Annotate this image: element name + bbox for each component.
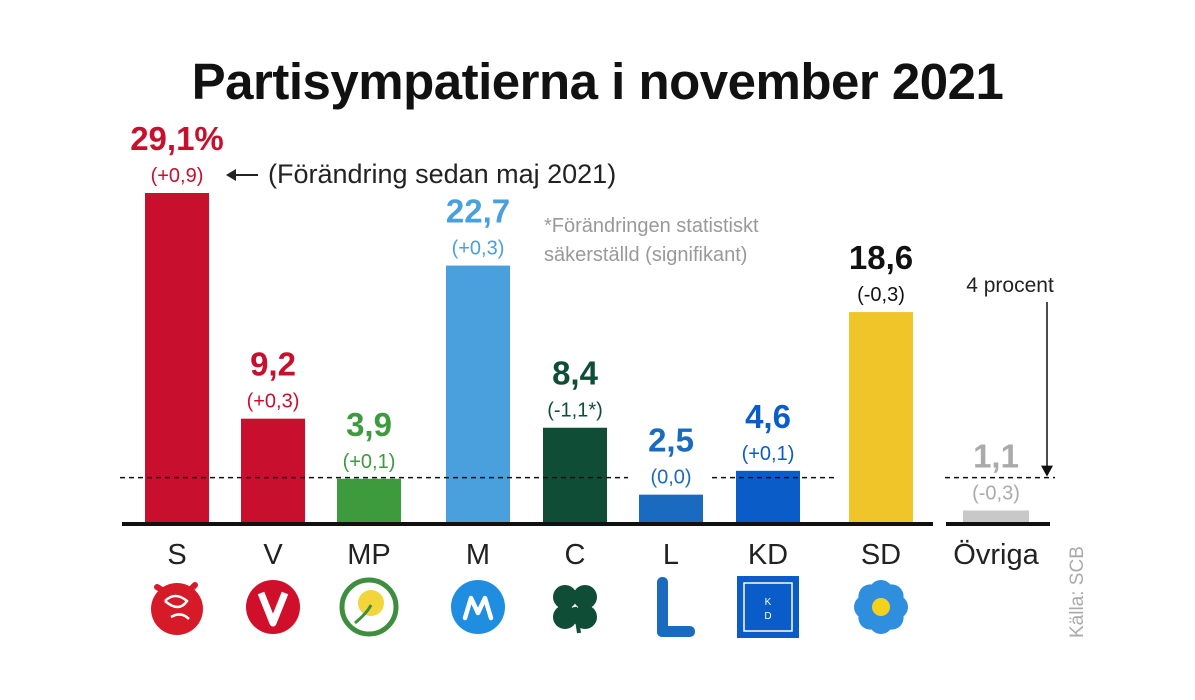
bar-s	[145, 193, 209, 523]
dandelion-flower	[358, 590, 384, 616]
rose-icon	[151, 582, 203, 635]
anemone-center	[872, 598, 890, 616]
source-label: Källa: SCB	[1067, 546, 1088, 638]
category-label-m: M	[466, 539, 490, 571]
kd-logo-icon: KD	[737, 576, 799, 638]
kd-logo-k: K	[765, 597, 772, 608]
dandelion-icon	[339, 577, 399, 637]
significance-note-line: *Förändringen statistiskt	[544, 215, 759, 237]
l-logo-icon	[657, 577, 695, 637]
category-label-v: V	[263, 539, 283, 571]
threshold-label: 4 procent	[966, 274, 1054, 297]
change-label-kd: (+0,1)	[742, 443, 795, 465]
change-label-l: (0,0)	[650, 467, 691, 489]
blue-anemone-icon	[854, 580, 908, 634]
clover-leaf	[553, 605, 577, 629]
bars-layer	[122, 193, 1050, 526]
labels-layer: 29,1% (+0,9) S 9,2 (+0,3) V 3,9 (+0,1) MP 22,7 (+0…	[130, 120, 1039, 571]
rose-bloom	[151, 583, 203, 635]
change-note: (Förändring sedan maj 2021)	[268, 159, 616, 189]
bar-l	[639, 494, 703, 523]
kd-logo-square	[737, 576, 799, 638]
party-logos: KD	[151, 576, 908, 638]
four-leaf-clover-icon	[553, 585, 597, 634]
dandelion-stem	[354, 604, 373, 625]
bar-sd	[849, 312, 913, 523]
bar-mp	[337, 478, 401, 523]
value-label-v: 9,2	[250, 346, 296, 383]
threshold-arrow-head	[1041, 465, 1053, 477]
change-label-s: (+0,9)	[151, 165, 204, 187]
v-logo-circle	[246, 580, 300, 634]
category-label-l: L	[663, 539, 679, 571]
clover-leaf	[553, 585, 577, 609]
bar-kd	[736, 470, 800, 523]
l-logo-vertical	[657, 577, 668, 637]
v-logo-letter	[257, 591, 289, 627]
change-label-c: (-1,1*)	[547, 400, 603, 422]
change-label-mp: (+0,1)	[343, 451, 396, 473]
chart-title: Partisympatierna i november 2021	[191, 53, 1004, 110]
change-label-v: (+0,3)	[247, 391, 300, 413]
v-logo-icon	[246, 580, 300, 634]
rose-leaves	[154, 582, 198, 596]
l-logo-horizontal	[657, 626, 695, 637]
bar-c	[543, 427, 607, 523]
value-label-s: 29,1%	[130, 120, 224, 157]
m-logo-circle	[451, 580, 505, 634]
value-label-kd: 4,6	[745, 398, 791, 435]
change-label-sd: (-0,3)	[857, 284, 905, 306]
value-label-c: 8,4	[552, 355, 599, 392]
m-logo-icon	[451, 580, 505, 634]
category-label-sd: SD	[861, 539, 901, 571]
category-label-övriga: Övriga	[953, 539, 1039, 571]
bar-v	[241, 418, 305, 523]
value-label-sd: 18,6	[849, 239, 913, 276]
clover-leaf	[573, 585, 597, 609]
category-label-kd: KD	[748, 539, 788, 571]
change-label-m: (+0,3)	[452, 238, 505, 260]
clover-stem	[573, 606, 581, 634]
change-note-arrow-head	[226, 169, 236, 181]
kd-logo-frame	[743, 582, 793, 632]
notes-layer: (Förändring sedan maj 2021) *Förändringen…	[226, 159, 1088, 638]
m-logo-letter	[462, 595, 494, 621]
value-label-l: 2,5	[648, 422, 694, 459]
kd-logo-d: D	[764, 611, 771, 622]
bar-övriga	[963, 510, 1029, 523]
category-label-mp: MP	[347, 539, 391, 571]
value-label-övriga: 1,1	[973, 438, 1019, 475]
change-label-övriga: (-0,3)	[972, 483, 1020, 505]
category-label-s: S	[167, 539, 186, 571]
significance-note-line: säkerställd (signifikant)	[544, 244, 747, 266]
category-label-c: C	[565, 539, 586, 571]
rose-petal-lines	[164, 594, 190, 620]
bar-m	[446, 265, 510, 523]
value-label-mp: 3,9	[346, 406, 392, 443]
value-label-m: 22,7	[446, 193, 510, 230]
threshold-layer: 4 procent	[120, 274, 1055, 479]
